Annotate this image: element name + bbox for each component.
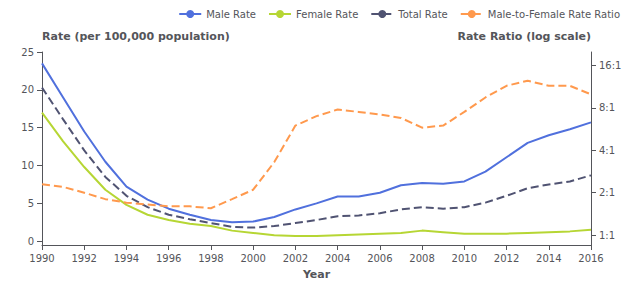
svg-text:Rate Ratio (log scale): Rate Ratio (log scale): [457, 30, 591, 43]
svg-text:Male Rate: Male Rate: [206, 9, 256, 20]
svg-text:2012: 2012: [494, 253, 519, 264]
svg-text:5: 5: [28, 198, 34, 209]
svg-text:4:1: 4:1: [599, 145, 615, 156]
svg-text:1994: 1994: [114, 253, 139, 264]
svg-text:1990: 1990: [29, 253, 54, 264]
svg-text:1998: 1998: [198, 253, 223, 264]
svg-text:2004: 2004: [325, 253, 350, 264]
svg-text:Rate (per 100,000 population): Rate (per 100,000 population): [42, 30, 230, 43]
svg-text:1:1: 1:1: [599, 230, 615, 241]
svg-text:20: 20: [21, 84, 34, 95]
svg-text:15: 15: [21, 122, 34, 133]
svg-text:2002: 2002: [283, 253, 308, 264]
svg-text:2008: 2008: [409, 253, 434, 264]
svg-text:2000: 2000: [240, 253, 265, 264]
svg-text:2006: 2006: [367, 253, 392, 264]
svg-text:8:1: 8:1: [599, 102, 615, 113]
svg-text:Male-to-Female Rate Ratio: Male-to-Female Rate Ratio: [488, 9, 620, 20]
svg-text:0: 0: [28, 236, 34, 247]
svg-text:2:1: 2:1: [599, 187, 615, 198]
svg-text:Female Rate: Female Rate: [296, 9, 358, 20]
svg-text:25: 25: [21, 47, 34, 58]
svg-text:2014: 2014: [536, 253, 561, 264]
svg-text:2010: 2010: [452, 253, 477, 264]
svg-text:10: 10: [21, 160, 34, 171]
svg-text:Total Rate: Total Rate: [397, 9, 447, 20]
svg-text:Year: Year: [302, 268, 331, 281]
svg-text:1992: 1992: [72, 253, 97, 264]
svg-text:16:1: 16:1: [599, 60, 621, 71]
svg-text:2016: 2016: [578, 253, 603, 264]
svg-text:1996: 1996: [156, 253, 181, 264]
